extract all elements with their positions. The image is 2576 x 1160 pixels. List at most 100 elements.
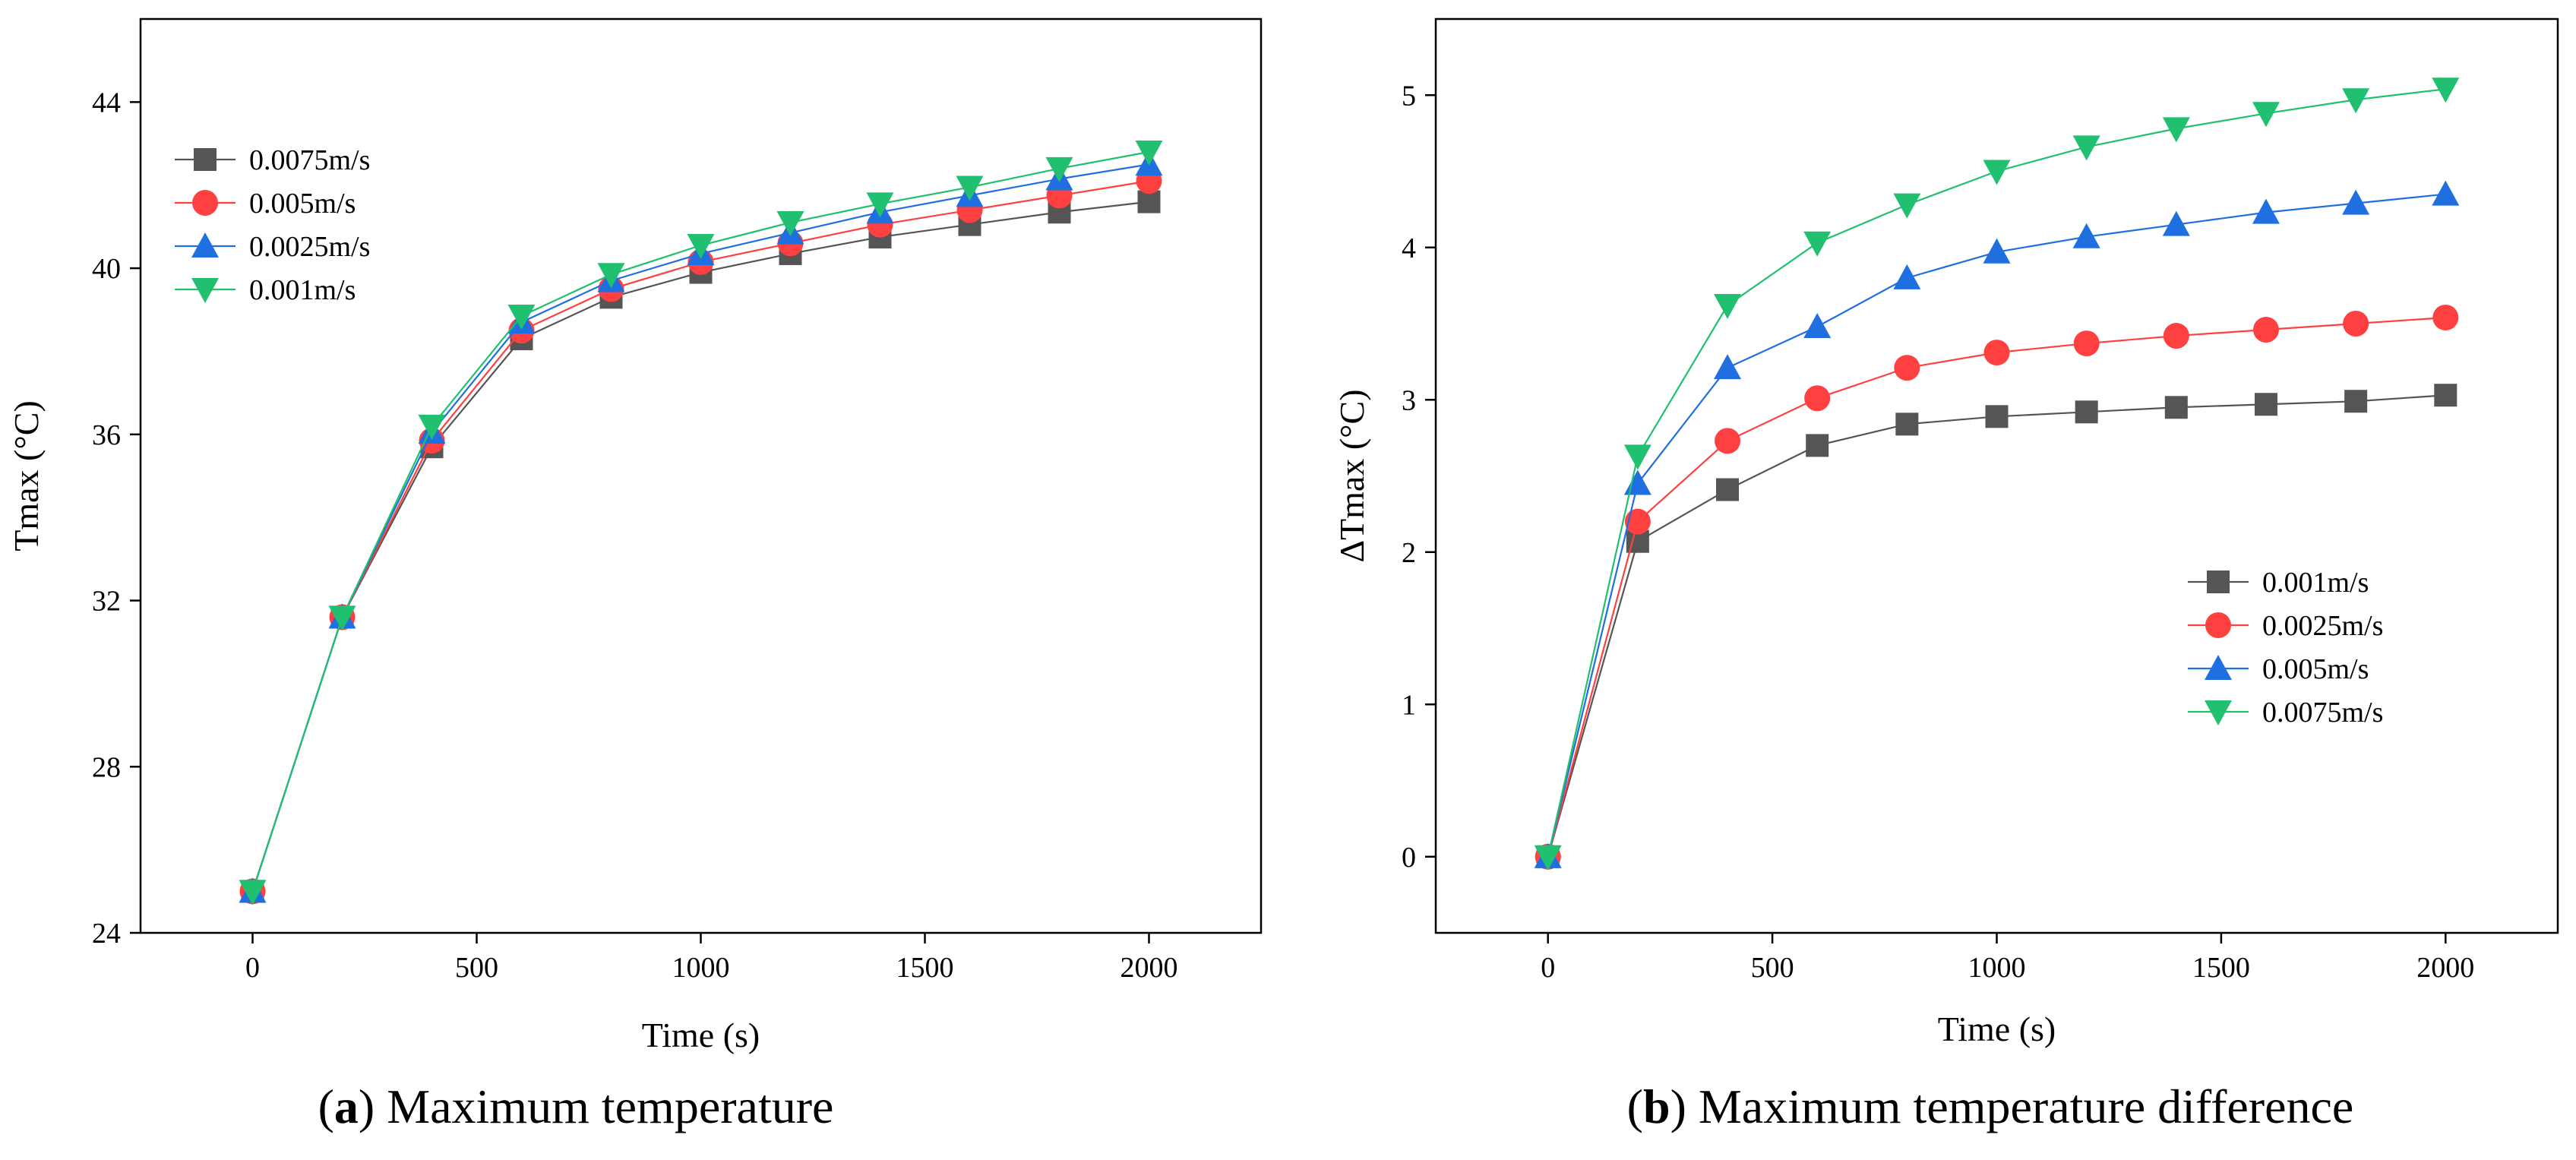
- legend-entry: 0.005m/s: [2188, 653, 2369, 685]
- series-0.0075m/s: [1534, 77, 2460, 871]
- y-tick-label: 40: [92, 253, 121, 285]
- y-tick-label: 2: [1402, 537, 1416, 569]
- data-point: [1803, 231, 1832, 257]
- y-tick-label: 4: [1402, 232, 1416, 264]
- series-line: [1547, 193, 2446, 858]
- legend-label: 0.0025m/s: [2262, 610, 2383, 642]
- y-tick-label: 0: [1402, 842, 1416, 874]
- data-point: [507, 304, 536, 330]
- data-point: [2432, 304, 2459, 330]
- series-line: [251, 201, 1149, 892]
- x-tick-label: 2000: [1120, 952, 1178, 984]
- chart-maximum-temperature-difference: 0 500 1000 1500 2000 0 1 2 3 4 5 Time (s) ΔTmax (°C)…: [1332, 17, 2559, 1048]
- caption-b: (b) Maximum temperature difference: [1627, 1079, 2354, 1133]
- legend-marker: [2205, 612, 2231, 638]
- data-point: [2343, 311, 2369, 337]
- data-point: [597, 263, 625, 289]
- caption-a: (a) Maximum temperature: [318, 1079, 834, 1133]
- y-tick-label: 32: [92, 586, 121, 618]
- data-point: [1534, 845, 1562, 871]
- data-point: [1714, 354, 1742, 380]
- y-axis-label: Tmax (°C): [7, 400, 46, 552]
- data-point: [2342, 189, 2370, 215]
- data-point: [2254, 393, 2277, 416]
- x-tick-label: 2000: [2416, 952, 2474, 984]
- data-point: [2073, 330, 2100, 357]
- series-0.0025m/s: [239, 150, 1163, 903]
- x-tick-label: 1500: [896, 952, 954, 984]
- legend-entry: 0.0025m/s: [175, 231, 370, 263]
- data-point: [239, 880, 267, 906]
- data-point: [1623, 444, 1651, 470]
- y-tick-label: 3: [1402, 384, 1416, 416]
- data-point: [1045, 156, 1073, 182]
- data-point: [2252, 317, 2279, 343]
- data-point: [1624, 508, 1651, 535]
- y-tick-label: 1: [1402, 689, 1416, 721]
- legend-label: 0.0075m/s: [2262, 697, 2383, 729]
- data-point: [1804, 385, 1831, 412]
- caption-b-text: Maximum temperature difference: [1699, 1079, 2353, 1133]
- x-tick-label: 1500: [2192, 952, 2250, 984]
- data-point: [2072, 223, 2100, 248]
- data-point: [1983, 238, 2011, 264]
- data-point: [2162, 117, 2190, 143]
- legend-entry: 0.001m/s: [175, 274, 356, 306]
- x-axis-label: Time (s): [1938, 1010, 2056, 1048]
- data-point: [1716, 478, 1740, 501]
- legend-label: 0.0025m/s: [249, 231, 370, 263]
- data-point: [956, 175, 984, 201]
- legend-label: 0.0075m/s: [249, 144, 370, 176]
- series-0.005m/s: [1534, 180, 2460, 868]
- data-point: [776, 210, 804, 236]
- legend-entry: 0.0075m/s: [2188, 697, 2383, 729]
- data-point: [2432, 180, 2460, 206]
- legend-label: 0.005m/s: [2262, 653, 2369, 685]
- data-point: [2252, 102, 2280, 128]
- legend-entry: 0.0025m/s: [2188, 610, 2383, 642]
- data-point: [2162, 210, 2190, 236]
- data-point: [2432, 77, 2460, 103]
- legend-label: 0.005m/s: [249, 188, 356, 220]
- data-point: [2342, 88, 2370, 114]
- data-point: [1137, 190, 1161, 213]
- data-point: [687, 234, 715, 260]
- data-point: [1895, 412, 1919, 436]
- data-point: [418, 414, 446, 440]
- x-tick-label: 0: [1541, 952, 1555, 984]
- legend-marker: [2207, 571, 2230, 593]
- caption-b-letter: b: [1643, 1079, 1670, 1133]
- data-point: [2075, 400, 2098, 424]
- legend-marker: [2205, 655, 2232, 680]
- data-point: [328, 605, 356, 631]
- data-point: [1893, 193, 1921, 219]
- legend-marker: [191, 278, 219, 303]
- x-tick-label: 500: [1751, 952, 1794, 984]
- series-line: [1547, 88, 2446, 857]
- caption-a-letter: a: [334, 1079, 359, 1133]
- x-tick-label: 1000: [1968, 952, 2026, 984]
- legend-marker: [194, 148, 217, 171]
- chart-maximum-temperature: 0 500 1000 1500 2000 24 28 32 36 40 44 Time (s) Tmax…: [7, 17, 1263, 1054]
- data-point: [2164, 396, 2188, 419]
- data-point: [1803, 313, 1832, 339]
- data-point: [2434, 384, 2457, 407]
- y-tick-label: 5: [1402, 80, 1416, 112]
- data-point: [1983, 340, 2010, 366]
- plot-frame: [1434, 17, 2559, 934]
- data-point: [1985, 405, 2009, 428]
- legend-entry: 0.0075m/s: [175, 144, 370, 176]
- data-point: [1714, 293, 1742, 319]
- data-point: [2163, 323, 2189, 349]
- data-point: [2344, 390, 2368, 413]
- data-point: [1806, 434, 1829, 457]
- series-line: [251, 180, 1149, 892]
- series-0.001m/s: [239, 140, 1163, 906]
- x-axis-label: Time (s): [642, 1016, 760, 1054]
- caption-a-text: Maximum temperature: [387, 1079, 833, 1133]
- legend-entry: 0.005m/s: [175, 188, 356, 220]
- y-tick-label: 28: [92, 751, 121, 783]
- series-0.0075m/s: [241, 190, 1161, 903]
- data-point: [1893, 264, 1921, 289]
- legend-label: 0.001m/s: [249, 274, 356, 306]
